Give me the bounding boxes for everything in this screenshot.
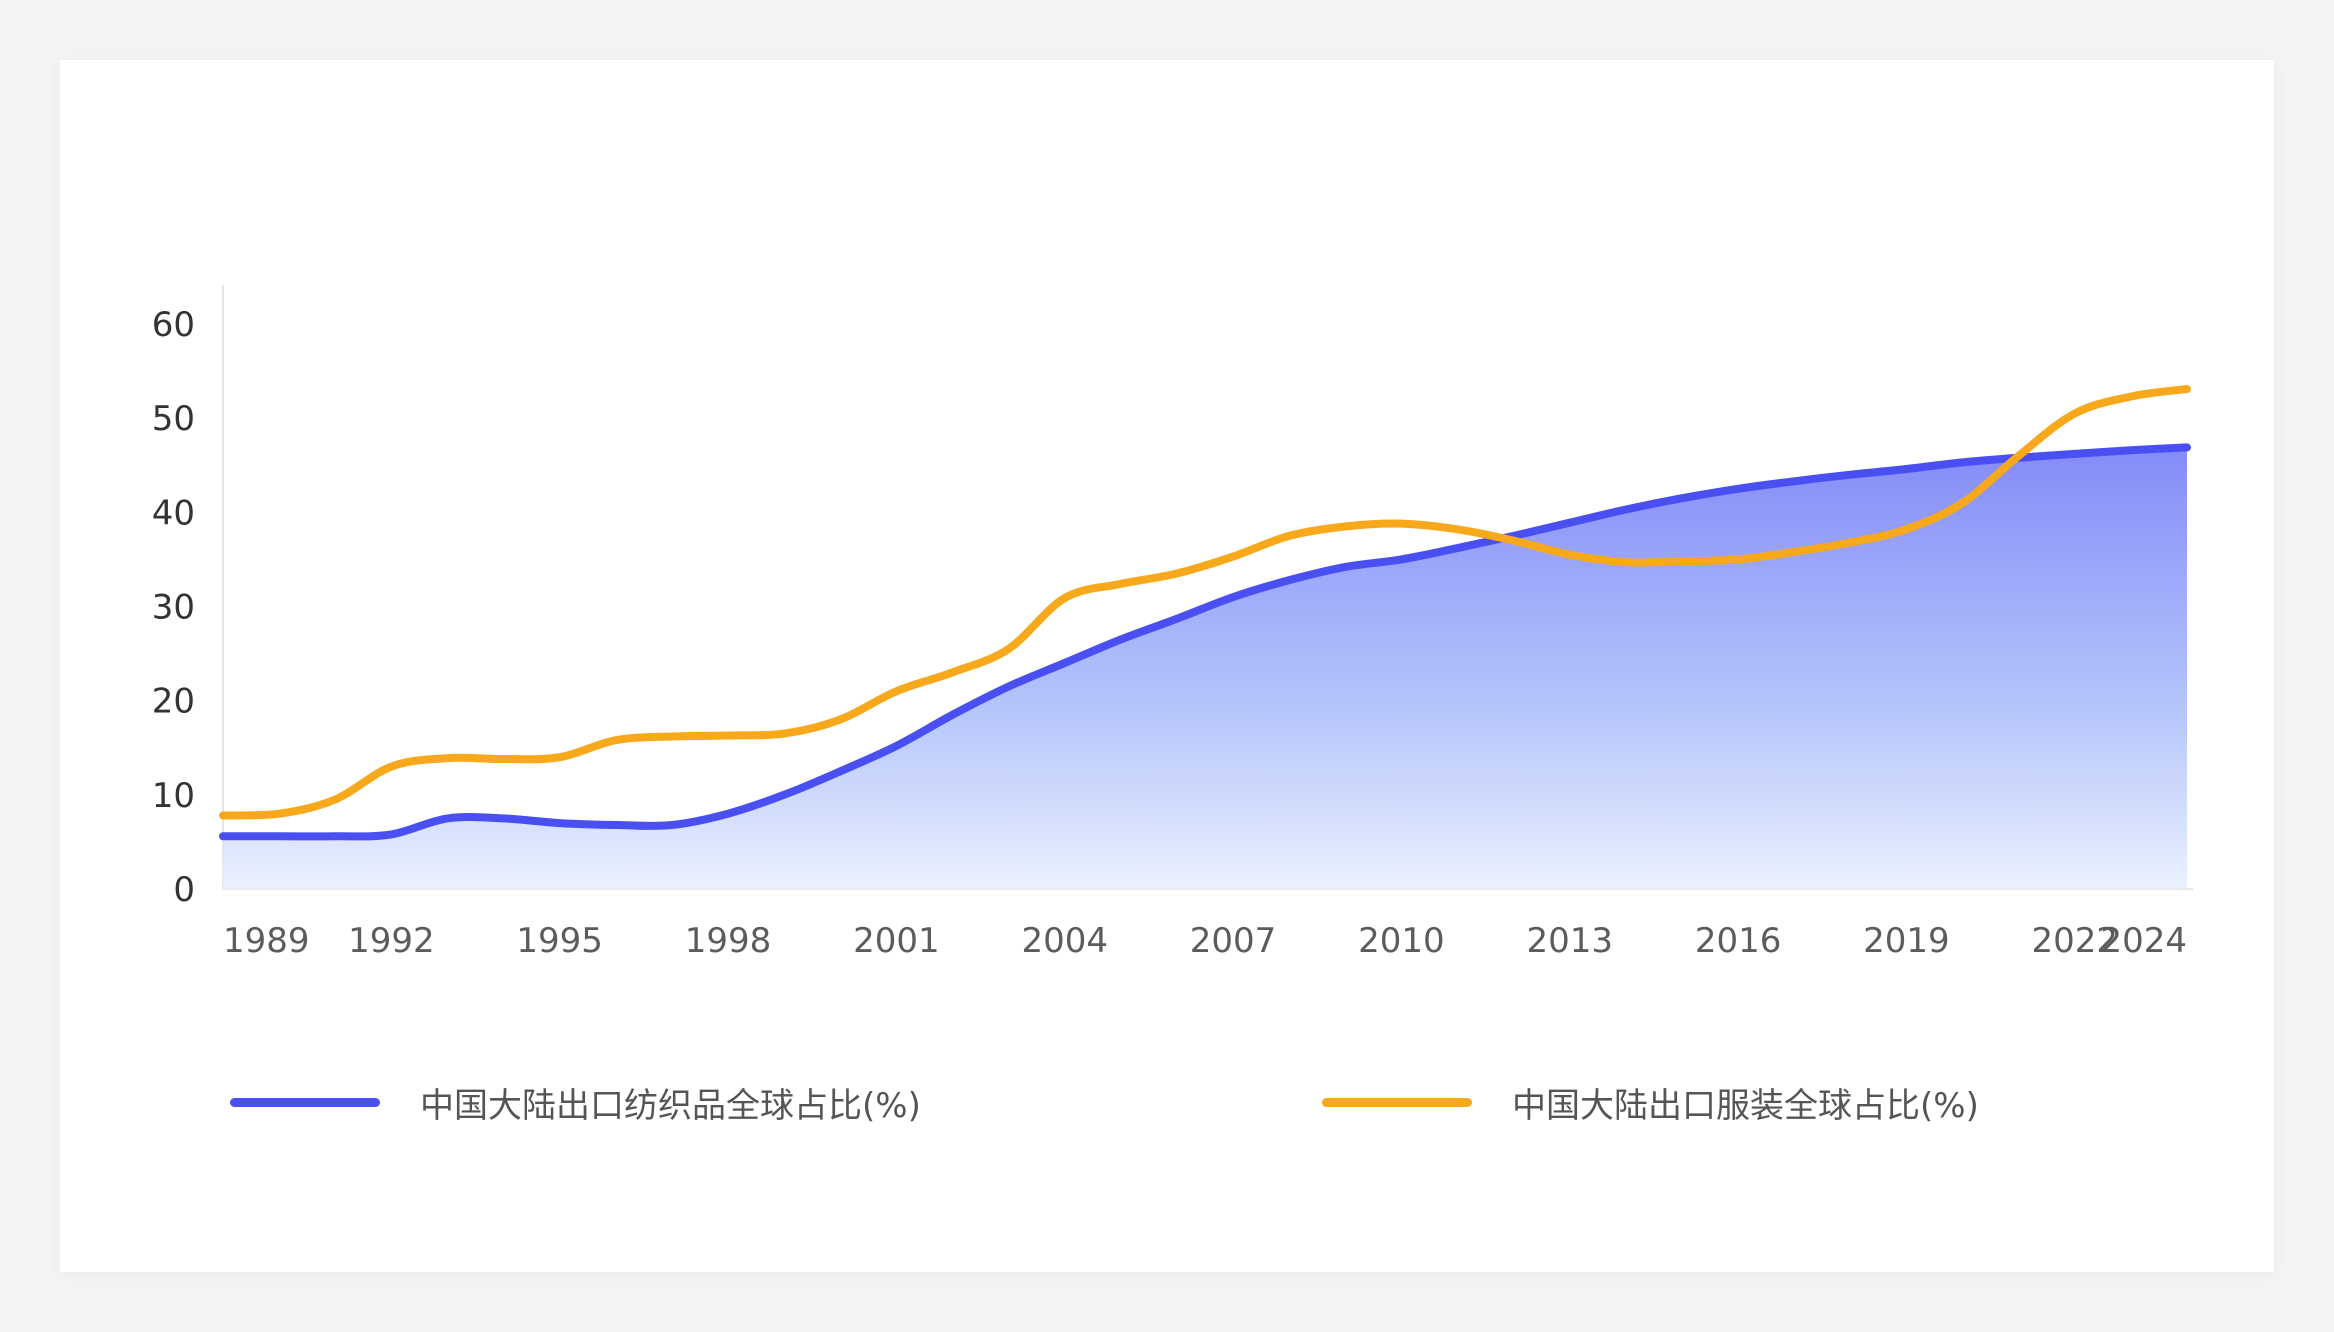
x-tick-label: 2004 [1021,921,1108,961]
x-tick-label: 2016 [1695,921,1782,961]
x-axis-ticks: 1989 1992 1995 1998 2001 2004 2007 2010 2013 2016… [223,921,2187,961]
y-tick-label: 0 [173,870,195,910]
y-tick-label: 30 [152,588,195,628]
x-tick-label: 2007 [1190,921,1277,961]
x-tick-label: 1989 [223,921,310,961]
x-tick-label: 2001 [853,921,940,961]
chart-card: 0 10 20 30 40 50 60 1989 1992 1995 1998 2001 2004 20… [60,60,2274,1272]
legend-label-textile: 中国大陆出口纺织品全球占比(%) [420,1086,921,1126]
y-tick-label: 20 [152,682,195,722]
legend-item-textile: 中国大陆出口纺织品全球占比(%) [230,1078,921,1127]
x-tick-label: 1995 [516,921,603,961]
x-tick-label: 2013 [1526,921,1613,961]
legend-item-apparel: 中国大陆出口服装全球占比(%) [1322,1078,1979,1127]
y-tick-label: 40 [152,493,195,533]
series-textile-line [219,443,2191,841]
x-tick-label: 1998 [685,921,772,961]
y-tick-label: 60 [152,305,195,345]
legend-swatch-apparel [1322,1098,1472,1107]
legend-label-apparel: 中国大陆出口服装全球占比(%) [1512,1086,1979,1126]
y-tick-label: 50 [152,399,195,439]
x-tick-label: 2022 [2032,921,2119,961]
x-tick-label: 2019 [1863,921,1950,961]
line-area-chart: 0 10 20 30 40 50 60 1989 1992 1995 1998 2001 2004 20… [152,285,2193,961]
legend-swatch-textile [230,1098,380,1107]
x-tick-label: 2024 [2100,921,2187,961]
series [219,385,2191,889]
x-tick-label: 2010 [1358,921,1445,961]
y-axis-ticks: 0 10 20 30 40 50 60 [152,305,195,910]
series-apparel-line [219,385,2191,820]
y-tick-label: 10 [152,776,195,816]
x-tick-label: 1992 [348,921,435,961]
